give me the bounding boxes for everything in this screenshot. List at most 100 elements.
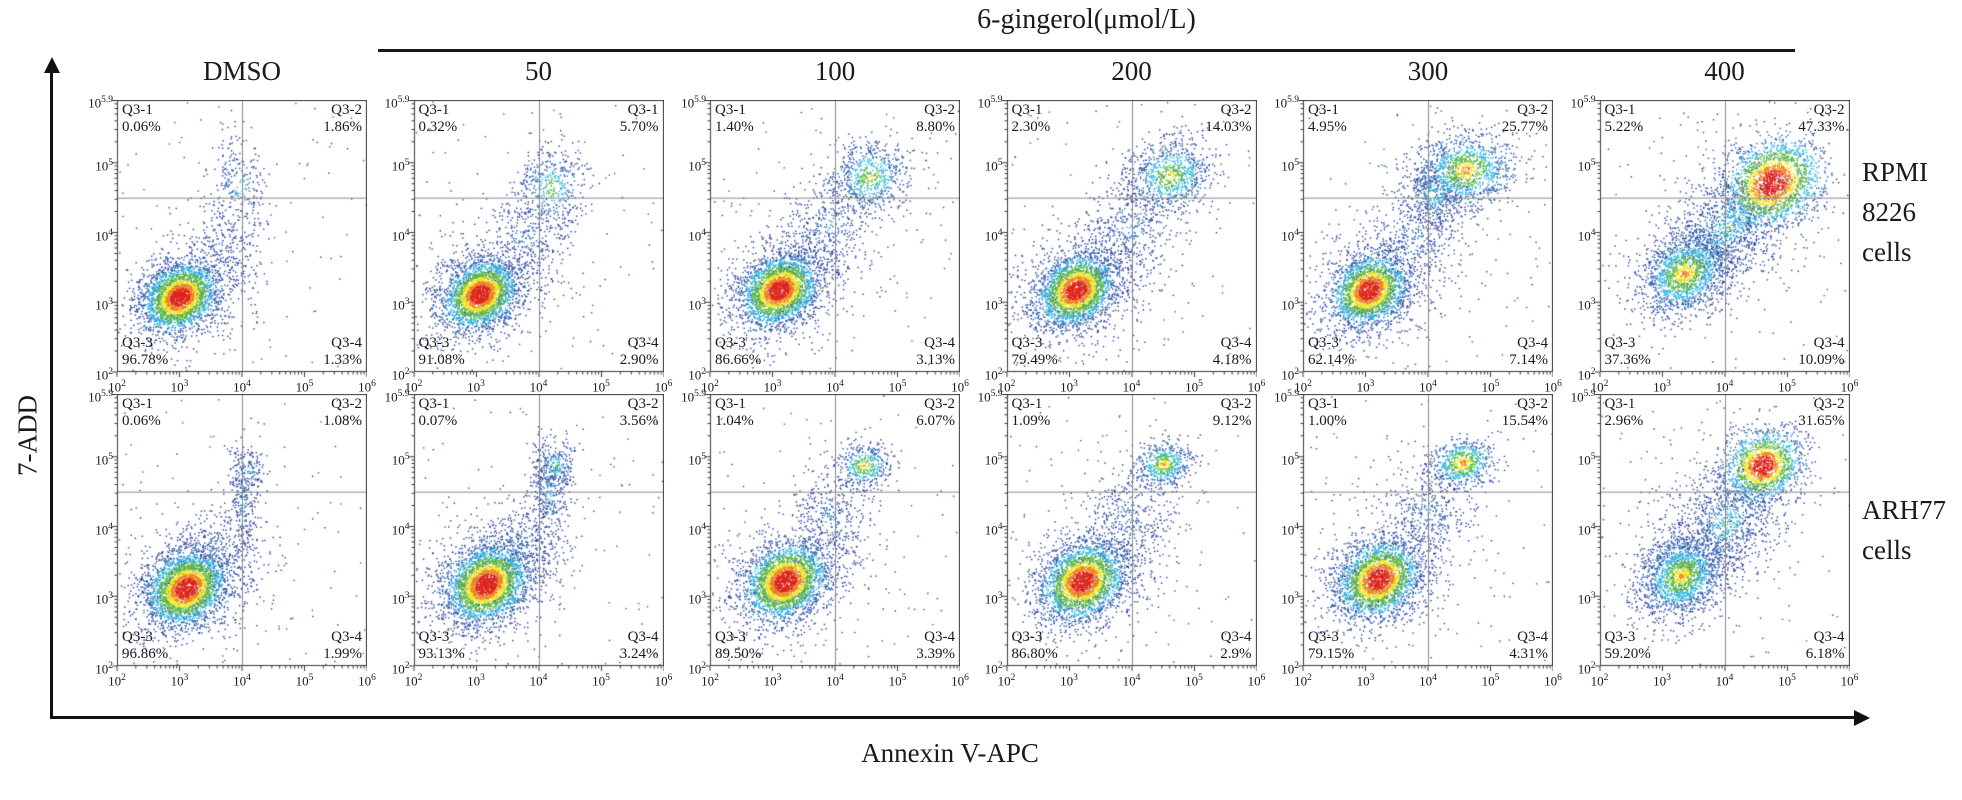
quadrant-label-br: Q3-4 2.90% [620, 335, 659, 369]
y-tick-label: 102 [95, 661, 113, 677]
y-tick-label: 104 [1577, 521, 1596, 537]
quadrant-name: Q3-1 [1308, 102, 1339, 118]
quadrant-percentage: 0.07% [418, 413, 458, 429]
quadrant-label-tr: Q3-2 14.03% [1205, 102, 1251, 136]
quadrant-percentage: 96.78% [122, 352, 169, 368]
quadrant-name: Q3-2 [627, 396, 659, 412]
scatter-canvas [111, 394, 367, 672]
quadrant-name: Q3-4 [924, 629, 955, 645]
scatter-canvas [407, 100, 664, 378]
plot-area: Q3-1 1.00% Q3-2 15.54% Q3-3 79.15% Q3-4 4.31% [1297, 394, 1553, 672]
y-tick-label: 105 [688, 157, 706, 174]
x-tick-label: 104 [529, 379, 548, 395]
y-tick-label: 105 [688, 451, 706, 468]
quadrant-name: Q3-3 [122, 629, 153, 645]
x-tick-label: 106 [654, 673, 673, 689]
quadrant-label-br: Q3-4 4.31% [1509, 629, 1548, 663]
x-tick-label: 104 [233, 673, 251, 689]
quadrant-percentage: 2.9% [1220, 646, 1252, 662]
plot-area: Q3-1 1.09% Q3-2 9.12% Q3-3 86.80% Q3-4 2.9% [1000, 394, 1257, 672]
quadrant-percentage: 14.03% [1205, 119, 1252, 135]
flow-panel-row0-200: Q3-1 2.30% Q3-2 14.03% Q3-3 79.49% Q3-4 4.18% 10… [965, 95, 1266, 394]
flow-panel-row0-50: Q3-1 0.32% Q3-1 5.70% Q3-3 91.08% Q3-4 2.90% 105… [372, 95, 673, 395]
figure-title: 6-gingerol(μmol/L) [977, 4, 1196, 35]
quadrant-label-bl: Q3-3 79.49% [1012, 335, 1058, 369]
quadrant-label-bl: Q3-3 91.08% [419, 335, 465, 369]
x-tick-label: 102 [108, 673, 126, 689]
quadrant-percentage: 3.56% [619, 413, 659, 429]
x-tick-label: 102 [404, 379, 423, 395]
x-tick-label: 105 [295, 673, 314, 689]
quadrant-percentage: 1.04% [715, 413, 754, 429]
quadrant-percentage: 0.06% [122, 119, 161, 135]
quadrant-percentage: 8.80% [916, 119, 955, 135]
quadrant-percentage: 15.54% [1501, 413, 1548, 429]
y-tick-label: 105.9 [88, 389, 113, 405]
y-tick-label: 105 [95, 451, 113, 468]
scatter-canvas [1000, 394, 1257, 672]
quadrant-label-tl: Q3-1 0.06% [122, 102, 161, 136]
quadrant-name: Q3-1 [1604, 102, 1636, 118]
flow-panel-row1-100: Q3-1 1.04% Q3-2 6.07% Q3-3 89.50% Q3-4 3.39% 105… [668, 389, 969, 688]
quadrant-percentage: 37.36% [1604, 352, 1651, 368]
quadrant-percentage: 1.09% [1011, 413, 1051, 429]
y-tick-label: 104 [95, 227, 113, 243]
quadrant-percentage: 1.86% [323, 119, 362, 135]
quadrant-name: Q3-2 [1813, 396, 1845, 412]
y-tick-label: 103 [984, 591, 1003, 607]
quadrant-name: Q3-4 [331, 629, 362, 645]
quadrant-label-bl: Q3-3 79.15% [1308, 629, 1354, 663]
x-tick-label: 104 [1419, 673, 1437, 689]
plot-area: Q3-1 0.32% Q3-1 5.70% Q3-3 91.08% Q3-4 2.90% [407, 100, 664, 378]
y-tick-label: 105.9 [1570, 389, 1596, 405]
column-header-100: 100 [814, 56, 856, 86]
x-tick-label: 105 [1778, 379, 1796, 395]
quadrant-label-tl: Q3-1 1.09% [1012, 396, 1051, 430]
y-tick-label: 103 [391, 297, 410, 313]
quadrant-percentage: 0.06% [122, 413, 161, 429]
quadrant-label-bl: Q3-3 86.80% [1012, 629, 1058, 663]
x-tick-label: 106 [1544, 379, 1562, 395]
x-tick-label: 102 [997, 673, 1016, 689]
quadrant-percentage: 5.70% [619, 119, 659, 135]
quadrant-percentage: 89.50% [715, 646, 762, 662]
plot-area: Q3-1 1.40% Q3-2 8.80% Q3-3 86.66% Q3-4 3.13% [704, 100, 960, 378]
quadrant-percentage: 2.30% [1011, 119, 1051, 135]
quadrant-name: Q3-4 [1517, 335, 1548, 351]
x-tick-label: 103 [1356, 673, 1375, 689]
quadrant-percentage: 62.14% [1308, 352, 1355, 368]
quadrant-percentage: 86.80% [1011, 646, 1058, 662]
flow-panel-row0-100: Q3-1 1.40% Q3-2 8.80% Q3-3 86.66% Q3-4 3.13% 105… [668, 95, 969, 394]
y-tick-label: 104 [391, 521, 410, 537]
quadrant-percentage: 25.77% [1501, 119, 1548, 135]
x-tick-label: 106 [654, 379, 673, 395]
x-tick-label: 103 [170, 673, 189, 689]
quadrant-percentage: 79.49% [1011, 352, 1058, 368]
quadrant-label-tl: Q3-1 1.00% [1308, 396, 1347, 430]
row-label-line: ARH77 [1862, 495, 1947, 525]
y-tick-label: 104 [1577, 227, 1596, 243]
scatter-canvas [704, 100, 960, 378]
y-tick-label: 102 [688, 367, 706, 383]
y-tick-label: 105 [1577, 157, 1596, 174]
quadrant-percentage: 1.08% [323, 413, 362, 429]
quadrant-percentage: 3.39% [916, 646, 955, 662]
quadrant-name: Q3-1 [122, 102, 153, 118]
quadrant-label-tl: Q3-1 4.95% [1308, 102, 1347, 136]
quadrant-label-tl: Q3-1 0.32% [419, 102, 458, 136]
quadrant-label-bl: Q3-3 93.13% [419, 629, 465, 663]
y-tick-label: 104 [984, 227, 1003, 243]
quadrant-percentage: 7.14% [1509, 352, 1548, 368]
quadrant-name: Q3-2 [1220, 396, 1252, 412]
quadrant-name: Q3-4 [1813, 335, 1845, 351]
x-tick-label: 105 [1778, 673, 1796, 689]
quadrant-label-bl: Q3-3 86.66% [715, 335, 761, 369]
quadrant-name: Q3-4 [1813, 629, 1845, 645]
quadrant-label-br: Q3-4 3.39% [916, 629, 955, 663]
quadrant-label-br: Q3-4 2.9% [1220, 629, 1251, 663]
y-tick-label: 105 [984, 157, 1003, 174]
x-tick-label: 105 [592, 379, 610, 395]
y-tick-label: 102 [1281, 367, 1299, 383]
quadrant-name: Q3-3 [418, 335, 450, 351]
column-header-50: 50 [525, 56, 552, 86]
